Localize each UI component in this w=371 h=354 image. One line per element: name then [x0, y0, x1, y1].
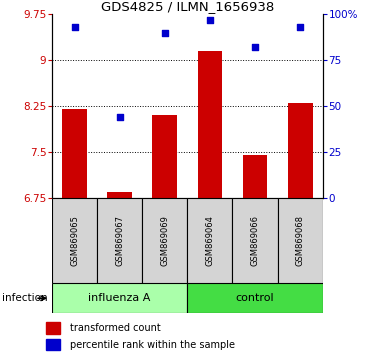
Text: GSM869064: GSM869064: [206, 215, 214, 266]
Text: GSM869066: GSM869066: [250, 215, 260, 266]
Bar: [97, 198, 142, 283]
Bar: [62, 109, 87, 198]
Text: GSM869065: GSM869065: [70, 215, 79, 266]
Bar: [52, 198, 97, 283]
Text: percentile rank within the sample: percentile rank within the sample: [70, 340, 235, 350]
Text: GSM869067: GSM869067: [115, 215, 124, 266]
Title: GDS4825 / ILMN_1656938: GDS4825 / ILMN_1656938: [101, 0, 274, 13]
Bar: [46, 322, 59, 333]
Bar: [107, 192, 132, 198]
Bar: [278, 198, 323, 283]
Bar: [152, 115, 177, 198]
Point: [117, 114, 123, 120]
Text: GSM869069: GSM869069: [160, 215, 169, 266]
Point: [72, 24, 78, 30]
Text: GSM869068: GSM869068: [296, 215, 305, 266]
Bar: [187, 283, 323, 313]
Bar: [288, 103, 313, 198]
Bar: [233, 198, 278, 283]
Bar: [243, 155, 267, 198]
Point: [207, 17, 213, 23]
Text: control: control: [236, 293, 275, 303]
Bar: [142, 198, 187, 283]
Bar: [197, 51, 222, 198]
Point: [162, 30, 168, 35]
Point: [297, 24, 303, 30]
Point: [252, 45, 258, 50]
Bar: [46, 339, 59, 350]
Text: transformed count: transformed count: [70, 323, 161, 333]
Bar: [187, 198, 233, 283]
Text: infection: infection: [2, 293, 47, 303]
Text: influenza A: influenza A: [88, 293, 151, 303]
Bar: [52, 283, 187, 313]
